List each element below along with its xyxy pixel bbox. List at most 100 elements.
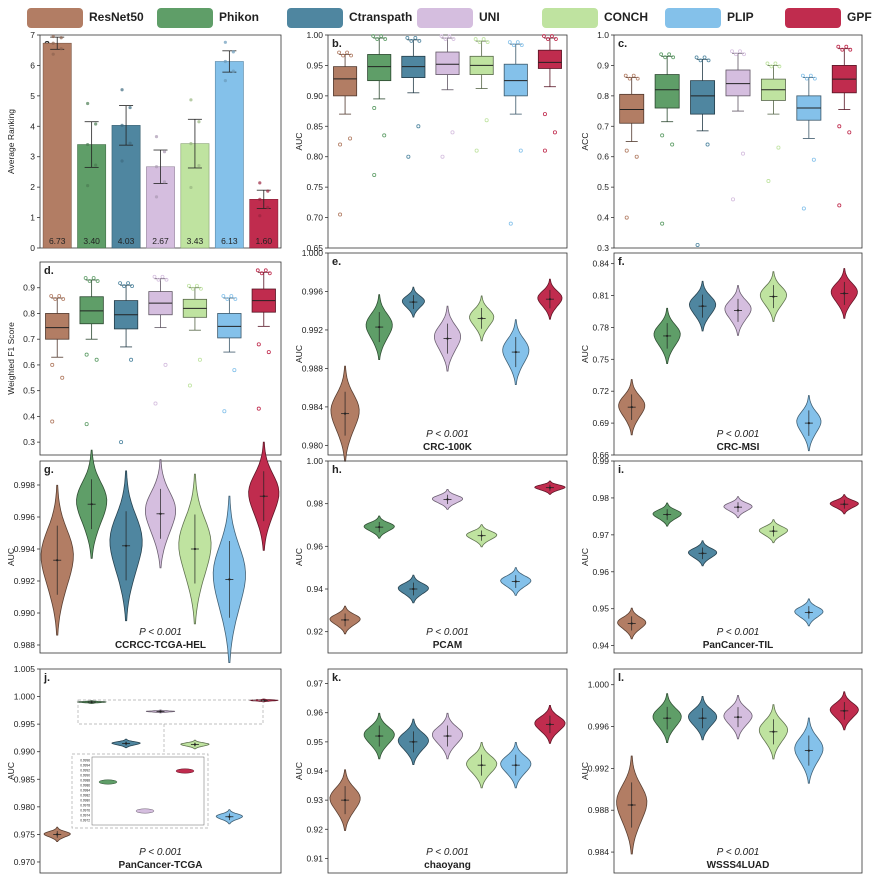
outlier-point [484,118,489,123]
violin-center-dot [514,764,517,767]
y-axis-label: AUC [294,133,304,151]
box-phikon [654,74,680,109]
inset-tick-label: 0.9996 [80,759,90,763]
y-tick-label: 0.998 [14,480,36,490]
sample-point [83,276,88,280]
p-value-label: P < 0.001 [139,627,182,638]
bar-plip [214,61,244,249]
violin-center-dot [480,317,483,320]
y-axis-label: AUC [6,548,16,566]
violin-center-dot [807,611,810,614]
legend-swatch [27,8,83,28]
rank-point [189,142,193,146]
rank-point [189,185,193,190]
sample-point [443,37,448,41]
plot-frame [613,460,863,654]
y-axis-label: AUC [294,548,304,566]
p-value-label: P < 0.001 [426,847,469,858]
sample-point [734,52,738,57]
y-axis-label: AUC [580,762,590,780]
rank-point [223,40,227,44]
panel-i: 0.94 0.95 0.96 0.97 0.98 0.99 AUC i. P < 0.001 Pa… [580,456,863,654]
panel-letter: e. [332,256,341,268]
inset-tick-label: 0.9972 [80,819,90,823]
inset-violin [175,768,195,774]
y-tick-label: 0.988 [14,640,36,650]
y-tick-label: 0.3 [23,437,35,447]
sample-point [507,40,512,45]
sample-point [152,274,157,279]
violin-center-dot [343,618,347,622]
y-tick-label: 0.9 [597,60,609,70]
rank-point [266,189,270,193]
y-tick-label: 0.992 [302,325,324,335]
rank-point [231,69,235,73]
violin-center-dot [90,503,93,506]
sample-point [263,268,268,273]
legend-label: ResNet50 [89,10,144,24]
sample-point [546,37,550,41]
sample-point [164,277,169,282]
y-tick-label: 0.95 [592,604,609,614]
legend-swatch [665,8,721,28]
y-tick-label: 0.5 [597,182,609,192]
outlier-point [50,419,55,424]
violin-center-dot [772,295,775,298]
outlier-point [670,142,675,147]
y-axis-label: AUC [6,762,16,780]
outlier-point [847,130,852,135]
violin-center-dot [843,503,846,506]
sample-point [742,52,746,57]
violin-center-dot [343,799,347,802]
sample-point [519,43,524,48]
dataset-label: PCAM [433,640,462,651]
y-axis-label: AUC [580,345,590,363]
sample-point [87,279,92,283]
sample-point [337,50,341,55]
y-tick-label: 0.96 [592,567,609,577]
sample-point [199,286,203,291]
outlier-point [372,172,377,177]
outlier-point [119,440,124,445]
sample-point [730,49,734,54]
plot-frame [613,252,863,456]
outlier-point [129,357,134,362]
outlier-point [338,142,343,147]
sample-point [808,73,813,78]
bar-value-label: 1.60 [256,236,273,246]
sample-point [840,47,845,52]
outlier-point [695,242,700,247]
outlier-point [474,148,479,153]
p-value-label: P < 0.001 [139,847,182,858]
dataset-label: CRC-100K [423,442,473,453]
sample-point [554,37,558,41]
y-tick-label: 0.65 [306,243,323,253]
inset-tick-label: 0.9990 [80,774,90,778]
inset-plot-frame [91,756,205,826]
sample-point [627,76,632,81]
y-tick-label: 4 [30,121,35,131]
bar-ctranspath [111,125,141,249]
panel-k: 0.91 0.92 0.93 0.94 0.95 0.96 0.97 AUC k. P < 0.0… [294,668,568,874]
outlier-point [450,130,455,135]
panel-letter: i. [618,464,624,476]
inset-tick-label: 0.9978 [80,804,90,808]
sample-point [473,37,478,41]
panel-letter: d. [44,265,54,277]
sample-point [447,34,452,38]
violin-center-dot [343,412,347,415]
sample-point [844,44,849,49]
violin-center-dot [124,544,128,547]
outlier-point [660,221,665,226]
violin-center-dot [630,406,633,409]
violin-center-dot [446,337,449,340]
outlier-point [440,154,445,159]
violin-center-dot [378,734,381,738]
sample-point [233,297,238,301]
violin-center-dot [262,495,265,498]
inset-tick-label: 0.9984 [80,789,90,793]
rank-point [258,197,262,201]
outlier-point [542,148,547,153]
dataset-label: WSSS4LUAD [707,860,770,871]
